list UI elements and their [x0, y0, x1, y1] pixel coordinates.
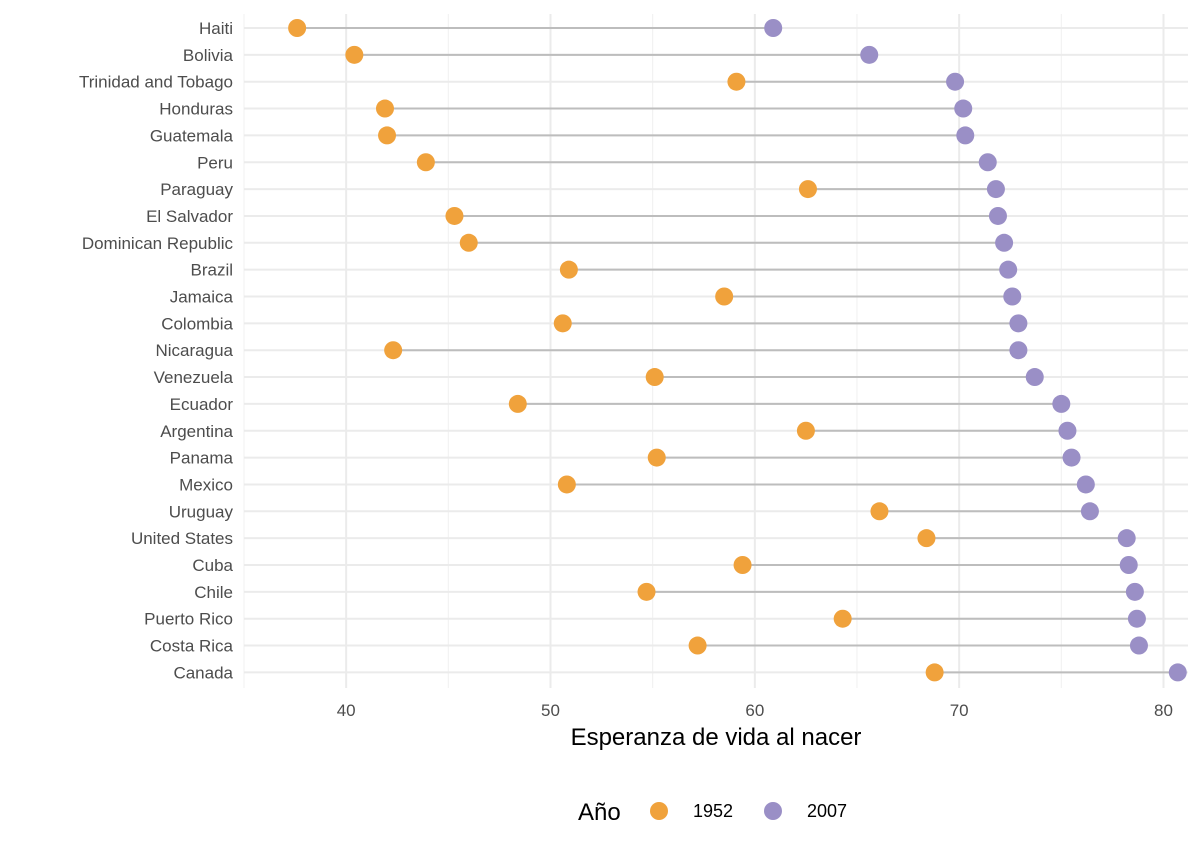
point-2007-el-salvador [988, 206, 1007, 225]
point-2007-costa-rica [1129, 636, 1148, 655]
x-tick-label: 50 [541, 701, 560, 720]
point-2007-united-states [1117, 529, 1136, 548]
y-tick-label: Puerto Rico [144, 610, 233, 629]
y-tick-label: El Salvador [146, 207, 233, 226]
point-2007-canada [1168, 663, 1187, 682]
point-1952-jamaica [715, 287, 734, 306]
x-tick-label: 70 [950, 701, 969, 720]
y-tick-label: Ecuador [170, 395, 234, 414]
x-tick-label: 80 [1154, 701, 1173, 720]
y-tick-label: Nicaragua [156, 341, 234, 360]
point-2007-cuba [1119, 556, 1138, 574]
point-2007-mexico [1076, 475, 1095, 494]
point-1952-mexico [557, 475, 576, 494]
legend-label-2007: 2007 [807, 801, 847, 821]
point-1952-costa-rica [688, 636, 707, 655]
point-2007-jamaica [1003, 287, 1022, 306]
point-1952-honduras [375, 99, 394, 118]
connector-layer [297, 27, 1178, 674]
point-1952-el-salvador [445, 206, 464, 225]
point-2007-puerto-rico [1127, 609, 1146, 628]
x-tick-label: 60 [745, 701, 764, 720]
y-tick-label: Peru [197, 153, 233, 172]
point-1952-puerto-rico [833, 609, 852, 628]
point-1952-dominican-republic [459, 233, 478, 252]
point-1952-peru [416, 153, 435, 172]
point-1952-chile [637, 582, 656, 601]
y-tick-label: Jamaica [170, 288, 234, 307]
point-2007-panama [1062, 448, 1081, 467]
y-axis-labels: Haiti Bolivia Trinidad and Tobago Honduras G… [79, 19, 234, 682]
point-1952-trinidad-and-tobago [727, 72, 746, 91]
point-2007-guatemala [956, 126, 975, 145]
point-1952-haiti [288, 19, 307, 37]
point-2007-uruguay [1080, 502, 1099, 521]
point-layer [288, 19, 1187, 682]
y-tick-label: Chile [194, 583, 233, 602]
point-2007-venezuela [1025, 368, 1044, 387]
y-tick-label: Mexico [179, 475, 233, 494]
point-1952-venezuela [645, 368, 664, 387]
y-tick-label: United States [131, 529, 233, 548]
point-2007-ecuador [1052, 394, 1071, 413]
y-tick-label: Argentina [160, 422, 233, 441]
point-1952-united-states [917, 529, 936, 548]
point-1952-panama [647, 448, 666, 467]
x-tick-label: 40 [337, 701, 356, 720]
legend: Año 1952 2007 [578, 799, 847, 826]
point-2007-dominican-republic [995, 233, 1014, 252]
point-2007-honduras [954, 99, 973, 118]
legend-title: Año [578, 799, 621, 826]
point-1952-uruguay [870, 502, 889, 521]
y-tick-label: Honduras [159, 100, 233, 119]
y-tick-label: Cuba [192, 556, 233, 575]
y-tick-label: Uruguay [169, 502, 234, 521]
y-tick-label: Haiti [199, 19, 233, 38]
point-1952-canada [925, 663, 944, 682]
point-1952-guatemala [378, 126, 397, 145]
point-2007-paraguay [986, 180, 1005, 199]
legend-key-2007 [764, 802, 782, 820]
y-tick-label: Canada [173, 663, 233, 682]
legend-key-1952 [650, 802, 668, 820]
point-1952-argentina [796, 421, 815, 440]
point-1952-colombia [553, 314, 572, 333]
point-2007-peru [978, 153, 997, 172]
y-tick-label: Costa Rica [150, 637, 234, 656]
point-1952-nicaragua [384, 341, 403, 360]
y-tick-label: Dominican Republic [82, 234, 234, 253]
x-axis-labels: 40 50 60 70 80 [337, 701, 1173, 720]
legend-label-1952: 1952 [693, 801, 733, 821]
point-2007-haiti [764, 19, 783, 37]
y-tick-label: Panama [170, 449, 234, 468]
point-1952-brazil [559, 260, 578, 279]
point-2007-chile [1125, 582, 1144, 601]
x-axis-title: Esperanza de vida al nacer [571, 724, 862, 751]
point-2007-colombia [1009, 314, 1028, 333]
point-2007-nicaragua [1009, 341, 1028, 360]
y-tick-label: Colombia [161, 314, 233, 333]
point-2007-trinidad-and-tobago [946, 72, 965, 91]
y-tick-label: Venezuela [154, 368, 234, 387]
point-2007-brazil [999, 260, 1018, 279]
y-tick-label: Trinidad and Tobago [79, 73, 233, 92]
y-tick-label: Brazil [190, 261, 233, 280]
y-tick-label: Paraguay [160, 180, 233, 199]
point-1952-ecuador [508, 394, 527, 413]
point-1952-paraguay [798, 180, 817, 199]
point-1952-bolivia [345, 45, 364, 64]
point-2007-bolivia [860, 45, 879, 64]
point-2007-argentina [1058, 421, 1077, 440]
y-tick-label: Guatemala [150, 126, 234, 145]
point-1952-cuba [733, 556, 752, 574]
y-tick-label: Bolivia [183, 46, 234, 65]
